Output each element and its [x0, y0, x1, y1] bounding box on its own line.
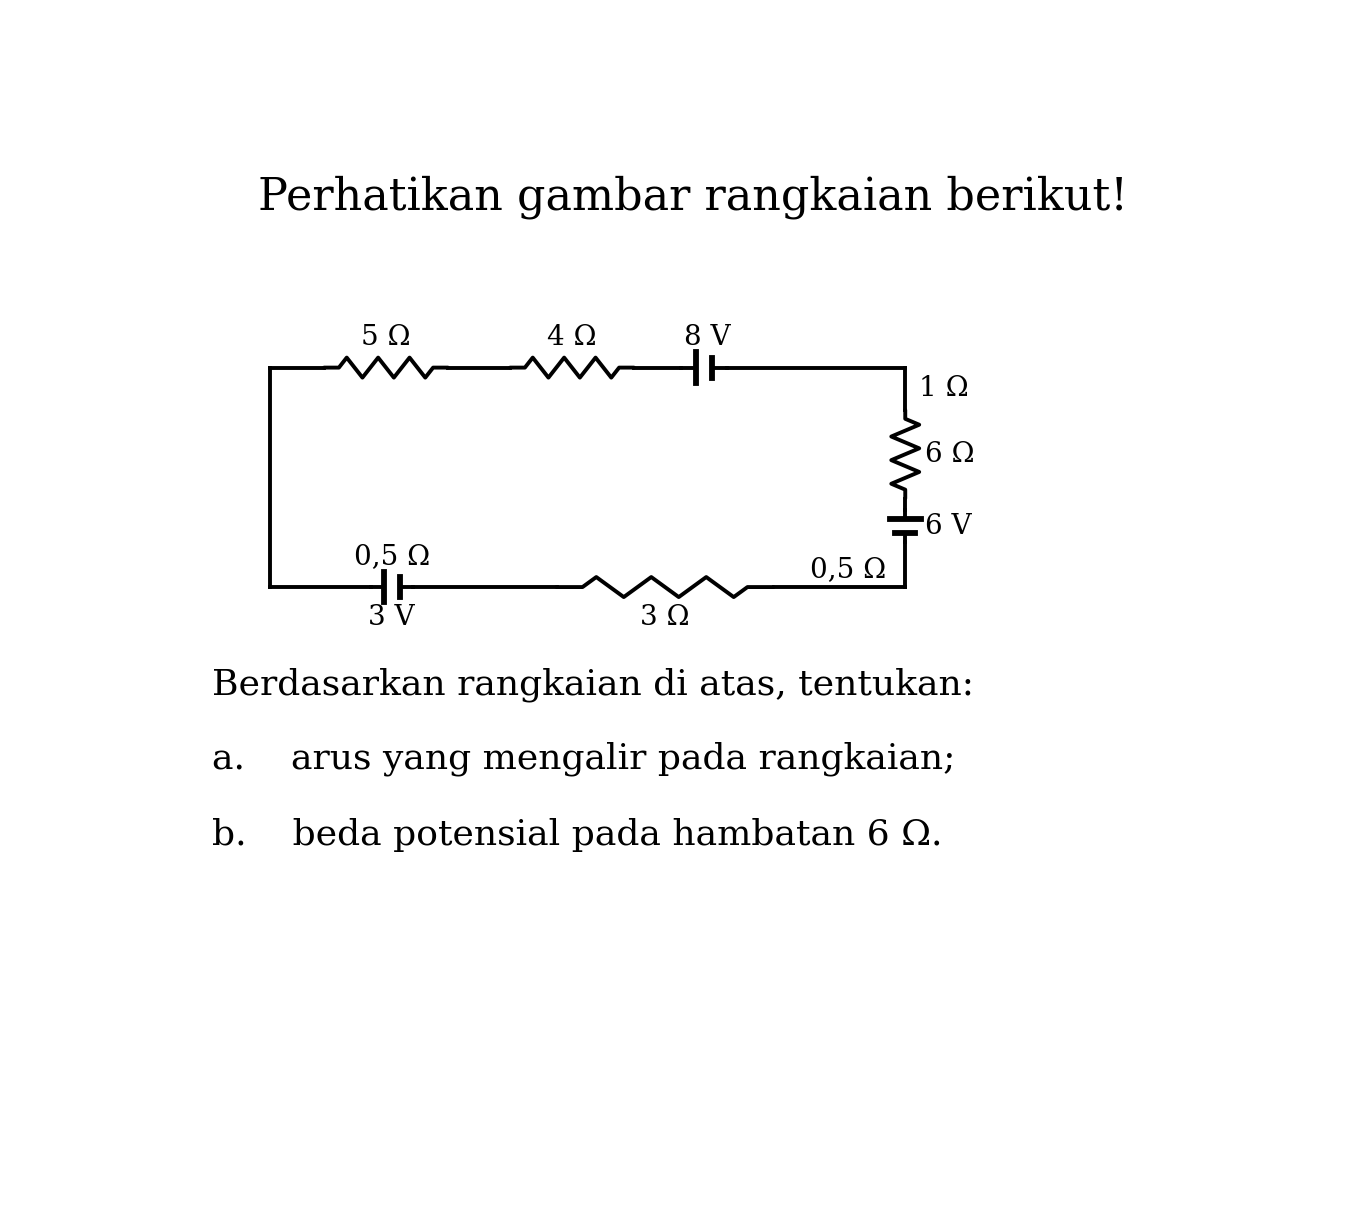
Text: 8 V: 8 V [684, 324, 731, 351]
Text: Berdasarkan rangkaian di atas, tentukan:: Berdasarkan rangkaian di atas, tentukan: [212, 667, 973, 702]
Text: 0,5 Ω: 0,5 Ω [810, 556, 886, 583]
Text: 4 Ω: 4 Ω [548, 324, 596, 351]
Text: 6 V: 6 V [925, 513, 971, 539]
Text: 0,5 Ω: 0,5 Ω [354, 543, 430, 571]
Text: b.    beda potensial pada hambatan 6 Ω.: b. beda potensial pada hambatan 6 Ω. [212, 818, 942, 852]
Text: Perhatikan gambar rangkaian berikut!: Perhatikan gambar rangkaian berikut! [258, 175, 1128, 219]
Text: 5 Ω: 5 Ω [361, 324, 411, 351]
Text: a.    arus yang mengalir pada rangkaian;: a. arus yang mengalir pada rangkaian; [212, 741, 955, 775]
Text: 3 Ω: 3 Ω [641, 604, 690, 631]
Text: 3 V: 3 V [369, 604, 415, 631]
Text: 1 Ω: 1 Ω [919, 375, 969, 403]
Text: 6 Ω: 6 Ω [925, 441, 975, 468]
